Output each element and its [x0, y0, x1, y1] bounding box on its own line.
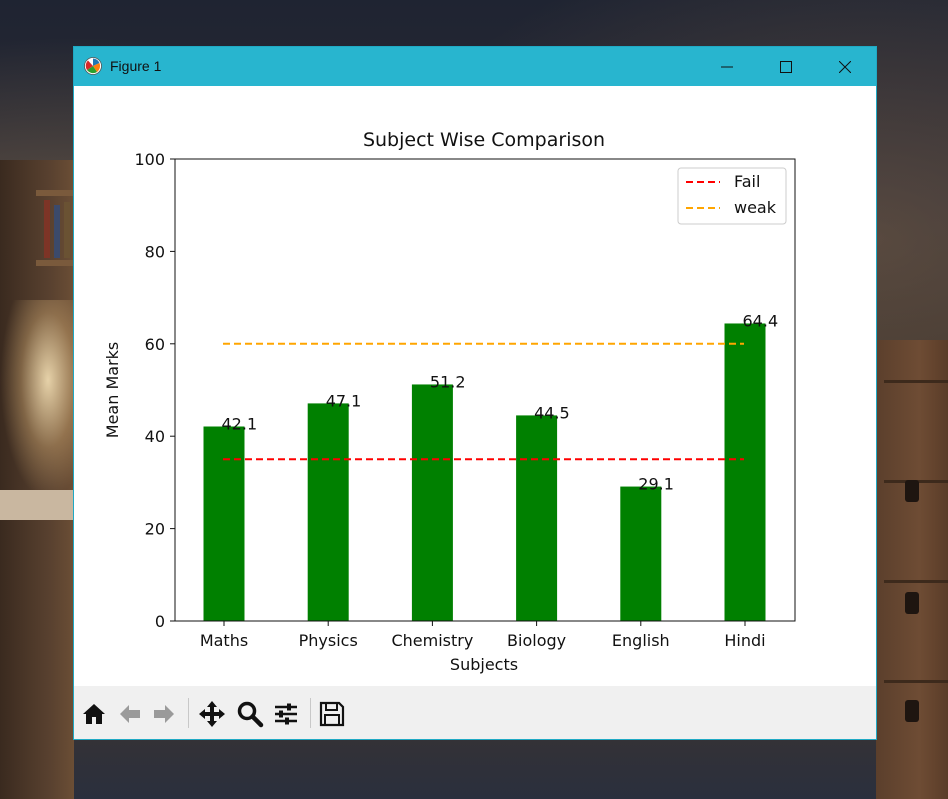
x-tick-label: Maths — [200, 631, 248, 650]
x-tick-label: Biology — [507, 631, 566, 650]
dresser — [876, 340, 948, 799]
minimize-icon — [721, 66, 733, 67]
y-tick-label: 80 — [145, 242, 165, 261]
close-icon — [839, 60, 851, 73]
bar-value-label: 51.2 — [430, 372, 466, 391]
drawer — [884, 380, 948, 473]
book — [54, 205, 60, 258]
y-tick-label: 0 — [155, 612, 165, 631]
figure-window: Figure 1 Subject Wise Comparison 42.1 47.… — [74, 47, 876, 739]
pan-icon — [199, 701, 225, 727]
y-tick-label: 100 — [134, 150, 165, 169]
minimize-button[interactable] — [698, 47, 756, 86]
drawer — [884, 580, 948, 673]
bar-value-label: 42.1 — [222, 414, 258, 433]
toolbar-separator — [310, 698, 311, 728]
chart-title: Subject Wise Comparison — [363, 129, 605, 151]
y-tick-label: 20 — [145, 520, 165, 539]
shelf — [36, 190, 74, 196]
book — [44, 200, 50, 258]
maximize-icon — [780, 60, 792, 73]
save-icon — [319, 701, 345, 727]
back-arrow-icon — [120, 705, 140, 723]
y-tick-label: 60 — [145, 335, 165, 354]
y-tick-label: 40 — [145, 427, 165, 446]
home-button[interactable] — [80, 700, 108, 728]
legend-weak-label: weak — [734, 198, 777, 217]
bar-chemistry — [411, 384, 453, 621]
forward-button[interactable] — [150, 700, 178, 728]
drawer-handle — [905, 480, 919, 502]
window-title: Figure 1 — [110, 58, 162, 74]
drawer-handle — [905, 700, 919, 722]
navigation-toolbar — [74, 686, 876, 739]
bar-biology — [516, 415, 558, 621]
legend-box — [677, 167, 787, 225]
home-icon — [83, 704, 105, 724]
bar-value-label: 29.1 — [638, 475, 674, 494]
bar-physics — [307, 403, 349, 621]
bar-chart: Subject Wise Comparison 42.1 47.1 51.2 44.5… — [103, 129, 796, 674]
bar-maths — [203, 426, 245, 621]
toolbar-separator — [188, 698, 189, 728]
x-axis-label: Subjects — [450, 655, 518, 674]
legend: Fail weak — [677, 167, 787, 225]
save-button[interactable] — [318, 700, 346, 728]
bar-hindi — [724, 323, 766, 621]
book — [64, 202, 70, 258]
desk — [0, 490, 74, 520]
zoom-button[interactable] — [236, 700, 264, 728]
forward-arrow-icon — [154, 705, 174, 723]
chart-area: Subject Wise Comparison 42.1 47.1 51.2 44.5… — [74, 86, 876, 686]
configure-icon — [275, 703, 297, 725]
pan-button[interactable] — [198, 700, 226, 728]
bar-english — [620, 486, 662, 621]
zoom-icon — [237, 701, 264, 728]
matplotlib-icon — [84, 57, 102, 75]
bar-value-label: 44.5 — [534, 403, 570, 422]
drawer — [884, 680, 948, 773]
y-axis-label: Mean Marks — [103, 342, 122, 438]
bar-value-label: 64.4 — [743, 311, 779, 330]
x-tick-label: Physics — [299, 631, 358, 650]
title-bar[interactable]: Figure 1 — [74, 47, 876, 86]
lamp-glow — [0, 300, 80, 500]
plot-frame — [174, 158, 796, 622]
maximize-button[interactable] — [757, 47, 815, 86]
legend-fail-label: Fail — [734, 172, 760, 191]
x-tick-label: English — [612, 631, 670, 650]
x-tick-label: Chemistry — [391, 631, 473, 650]
x-tick-label: Hindi — [724, 631, 765, 650]
configure-subplots-button[interactable] — [272, 700, 300, 728]
back-button[interactable] — [116, 700, 144, 728]
bar-value-label: 47.1 — [326, 391, 362, 410]
drawer-handle — [905, 592, 919, 614]
shelf — [36, 260, 74, 266]
close-button[interactable] — [816, 47, 874, 86]
